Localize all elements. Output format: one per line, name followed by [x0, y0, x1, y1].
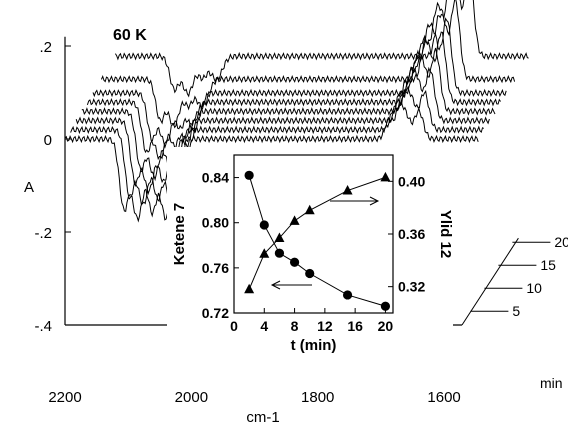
ketene-point — [305, 268, 315, 279]
x-tick-label: 2000 — [175, 389, 208, 406]
inset-y2-tick-label: 0.40 — [398, 173, 425, 189]
depth-tick-label: 15 — [540, 257, 556, 273]
inset-x-tick-label: 4 — [260, 318, 268, 334]
ketene-point — [380, 301, 391, 311]
spectrum-trace — [86, 31, 502, 161]
spectrum-trace — [100, 0, 516, 129]
inset-left-label: Ketene 7 — [171, 203, 188, 266]
arrow-to-left-axis-head — [270, 280, 281, 290]
depth-tick-label: 20 — [554, 234, 568, 250]
y-tick-label: -.4 — [34, 318, 52, 335]
x-tick-label: 1600 — [427, 389, 460, 406]
spectrum-trace — [70, 85, 485, 209]
inset-y-tick-label: 0.80 — [202, 215, 229, 231]
ketene-point — [342, 290, 353, 300]
inset-x-tick-label: 16 — [347, 318, 363, 334]
x-tick-label: 1800 — [301, 389, 334, 406]
ketene-point — [274, 248, 285, 258]
y-axis-label: A — [24, 179, 34, 196]
ylid-point — [304, 204, 315, 215]
ylid-point — [244, 283, 255, 294]
inset-y2-tick-label: 0.36 — [398, 226, 425, 242]
spectrum-trace — [81, 47, 496, 182]
inset-y2-tick-label: 0.32 — [398, 279, 425, 295]
y-tick-label: -.2 — [34, 225, 52, 242]
inset-y-tick-label: 0.72 — [202, 305, 229, 321]
chart-title: 60 K — [113, 27, 147, 44]
spectrum-trace — [64, 99, 479, 223]
inset-x-label: t (min) — [291, 337, 337, 354]
y-tick-label: .2 — [39, 39, 52, 56]
ylid-point — [289, 215, 300, 225]
inset-chart: 0 4 8 12 16 20 0.72 0.76 0.80 0.84 0.32 0.36 0.40 t (… — [167, 147, 454, 379]
inset-x-tick-label: 20 — [378, 318, 394, 334]
inset-y-tick-label: 0.84 — [202, 170, 229, 186]
inset-x-tick-label: 0 — [230, 318, 238, 334]
arrow-to-right-axis-head — [369, 196, 380, 206]
inset-right-label: Ylid 12 — [437, 210, 454, 258]
inset-background — [167, 147, 453, 379]
depth-axis — [461, 237, 519, 326]
spectrum-trace — [75, 65, 490, 196]
inset-y-tick-label: 0.76 — [202, 260, 229, 276]
ylid-point — [259, 248, 270, 258]
ylid-point — [342, 185, 353, 195]
ketene-point — [244, 170, 254, 180]
ylid-point — [380, 171, 391, 182]
ketene-point — [289, 257, 300, 267]
spectrum-trace — [114, 0, 529, 98]
inset-x-tick-label: 8 — [291, 318, 299, 334]
inset-x-tick-label: 12 — [317, 318, 333, 334]
x-tick-label: 2200 — [48, 389, 81, 406]
depth-tick-label: 10 — [526, 280, 542, 296]
spectrum-trace — [92, 17, 507, 149]
ylid-point — [274, 232, 285, 242]
ketene-point — [259, 220, 269, 230]
depth-axis-label: min — [540, 375, 563, 391]
x-axis-label: cm-1 — [246, 409, 279, 426]
main-chart: .2 0 -.2 -.4 2200 2000 1800 1600 cm-1 A 60 K 5 10 15 2… — [24, 0, 568, 426]
depth-tick-label: 5 — [512, 303, 520, 319]
y-tick-label: 0 — [44, 132, 52, 149]
